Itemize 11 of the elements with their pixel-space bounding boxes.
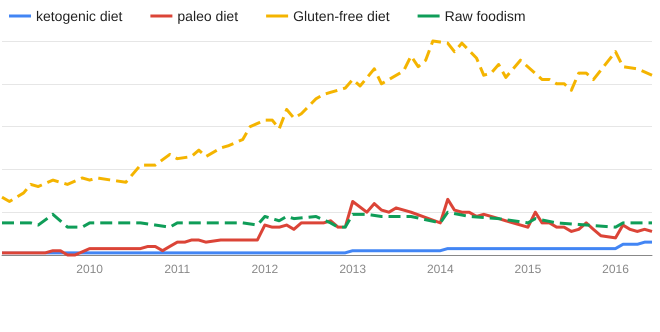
legend-label: Gluten-free diet bbox=[293, 8, 390, 24]
x-tick-label: 2014 bbox=[426, 262, 454, 276]
x-tick-label: 2016 bbox=[602, 262, 630, 276]
x-tick-label: 2013 bbox=[339, 262, 366, 276]
legend-label: ketogenic diet bbox=[36, 8, 123, 24]
x-tick-label: 2010 bbox=[76, 262, 104, 276]
x-tick-label: 2015 bbox=[514, 262, 542, 276]
legend-label: Raw foodism bbox=[444, 8, 526, 24]
x-tick-label: 2012 bbox=[251, 262, 278, 276]
legend-label: paleo diet bbox=[177, 8, 238, 24]
x-tick-label: 2011 bbox=[164, 262, 190, 276]
